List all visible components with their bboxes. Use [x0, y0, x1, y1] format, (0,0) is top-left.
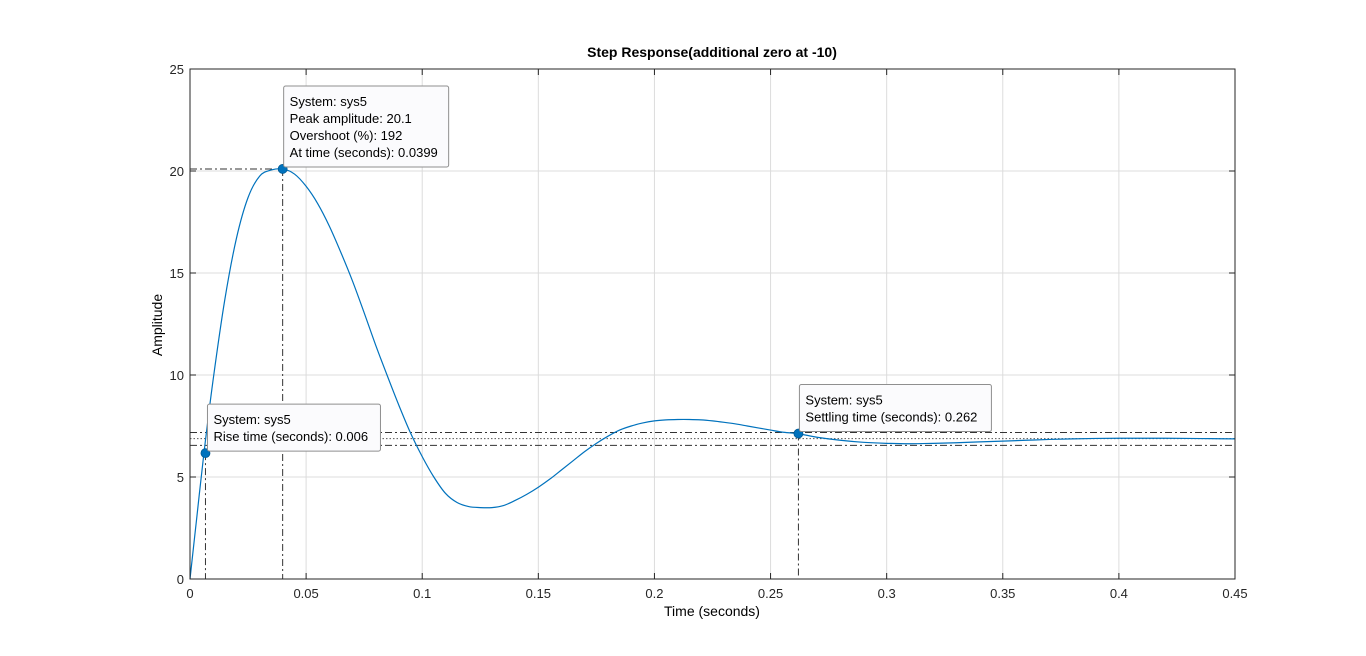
plot-area-border — [189, 68, 1236, 580]
peak-datatip-box — [283, 85, 450, 168]
x-tick-label: 0.15 — [526, 586, 551, 601]
grid — [190, 69, 1235, 579]
peak-datatip-line: Peak amplitude: 20.1 — [290, 111, 412, 126]
x-tick-label: 0.1 — [413, 586, 431, 601]
y-tick-label: 5 — [177, 470, 184, 485]
rise-datatip-line: System: sys5 — [213, 412, 290, 427]
axes — [189, 68, 1236, 580]
x-tick-label: 0.45 — [1222, 586, 1247, 601]
y-axis-label: Amplitude — [149, 294, 165, 356]
y-tick-label: 10 — [170, 368, 184, 383]
x-tick-label: 0.35 — [990, 586, 1015, 601]
x-tick-label: 0.05 — [293, 586, 318, 601]
y-tick-label: 20 — [170, 164, 184, 179]
x-tick-label: 0.4 — [1110, 586, 1128, 601]
y-tick-label: 25 — [170, 62, 184, 77]
peak-datatip-line: At time (seconds): 0.0399 — [290, 145, 438, 160]
y-tick-label: 15 — [170, 266, 184, 281]
x-axis-label: Time (seconds) — [664, 603, 760, 619]
tick-labels: 0 0.05 0.1 0.15 0.2 0.25 0.3 0.35 0.4 0.45 0 5 10 15 2… — [170, 62, 1248, 601]
rise-datatip-line: Rise time (seconds): 0.006 — [213, 429, 368, 444]
peak-datatip-line: System: sys5 — [290, 94, 367, 109]
rise-datatip[interactable]: System: sys5 Rise time (seconds): 0.006 — [206, 403, 381, 452]
peak-datatip[interactable]: System: sys5 Peak amplitude: 20.1 Overshoo… — [283, 85, 450, 168]
series-line-sys5[interactable] — [189, 168, 1236, 580]
x-tick-label: 0.25 — [758, 586, 783, 601]
y-tick-label: 0 — [177, 572, 184, 587]
settling-datatip-box — [798, 384, 992, 433]
settling-datatip[interactable]: System: sys5 Settling time (seconds): 0.2… — [798, 384, 992, 433]
rise-datatip-box — [206, 403, 381, 452]
x-tick-label: 0.3 — [878, 586, 896, 601]
settling-datatip-line: System: sys5 — [805, 393, 882, 408]
settling-datatip-line: Settling time (seconds): 0.262 — [805, 410, 977, 425]
x-tick-label: 0.2 — [645, 586, 663, 601]
series-layer — [189, 168, 1236, 580]
guide-lines — [190, 168, 1235, 579]
x-tick-label: 0 — [186, 586, 193, 601]
chart-title: Step Response(additional zero at -10) — [587, 44, 837, 60]
peak-datatip-line: Overshoot (%): 192 — [290, 128, 403, 143]
